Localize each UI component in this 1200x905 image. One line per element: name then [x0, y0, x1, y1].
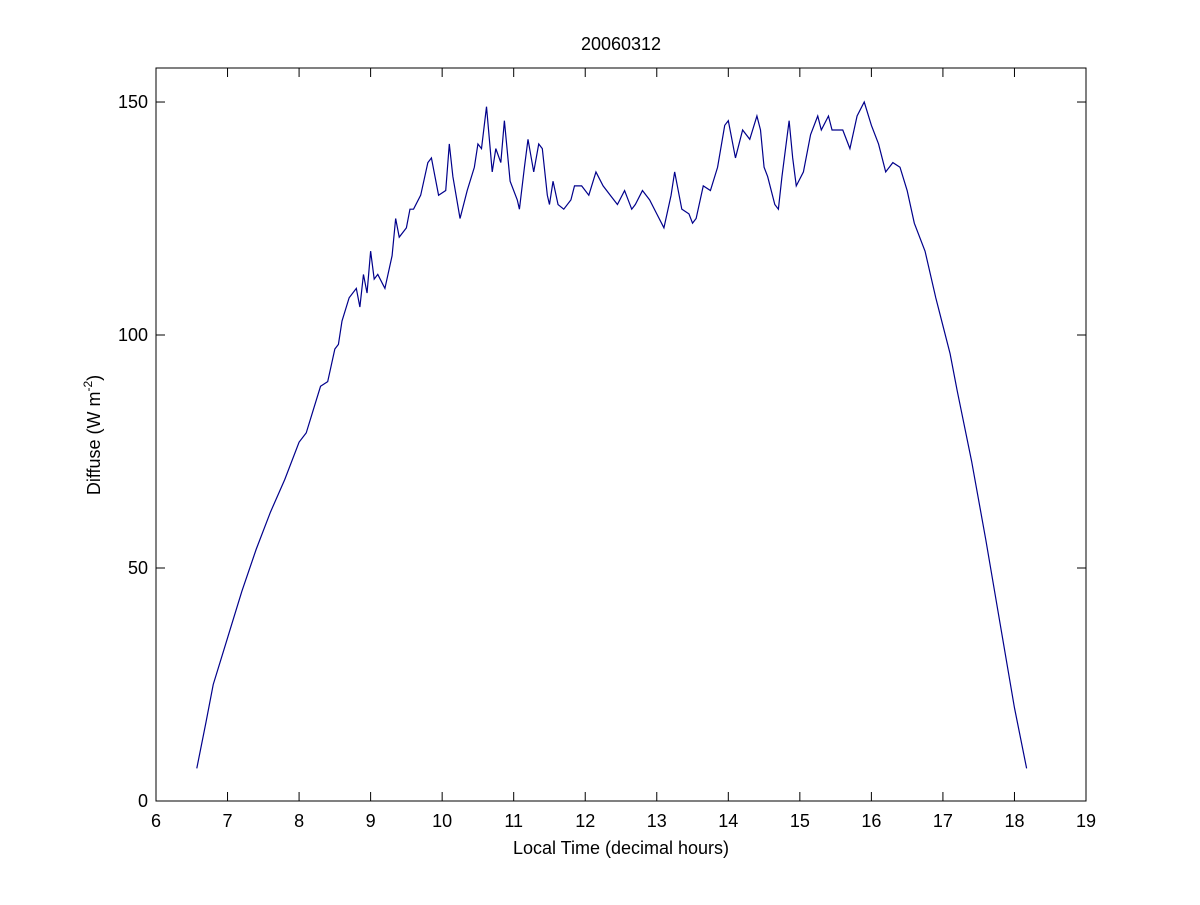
x-tick-label: 16 — [861, 811, 881, 831]
y-tick-label: 50 — [128, 558, 148, 578]
x-tick-label: 14 — [718, 811, 738, 831]
x-tick-label: 12 — [575, 811, 595, 831]
chart-title: 20060312 — [581, 34, 661, 54]
x-tick-label: 9 — [366, 811, 376, 831]
x-tick-label: 17 — [933, 811, 953, 831]
x-tick-label: 13 — [647, 811, 667, 831]
y-label-end: ) — [84, 375, 104, 381]
x-axis-label: Local Time (decimal hours) — [513, 838, 729, 858]
x-tick-label: 10 — [432, 811, 452, 831]
x-tick-label: 8 — [294, 811, 304, 831]
axes-box — [155, 67, 1087, 802]
x-tick-label: 6 — [151, 811, 161, 831]
y-label-sup: -2 — [81, 380, 95, 391]
y-tick-label: 0 — [138, 791, 148, 811]
data-line — [196, 100, 1028, 769]
x-tick-label: 18 — [1004, 811, 1024, 831]
x-tick-label: 7 — [223, 811, 233, 831]
y-tick-label: 100 — [118, 325, 148, 345]
y-axis-label: Diffuse (W m-2) — [81, 375, 104, 495]
x-tick-label: 19 — [1076, 811, 1096, 831]
y-tick-label: 150 — [118, 92, 148, 112]
y-label-text: Diffuse (W m — [84, 391, 104, 495]
x-tick-label: 11 — [504, 811, 523, 831]
x-tick-label: 15 — [790, 811, 810, 831]
